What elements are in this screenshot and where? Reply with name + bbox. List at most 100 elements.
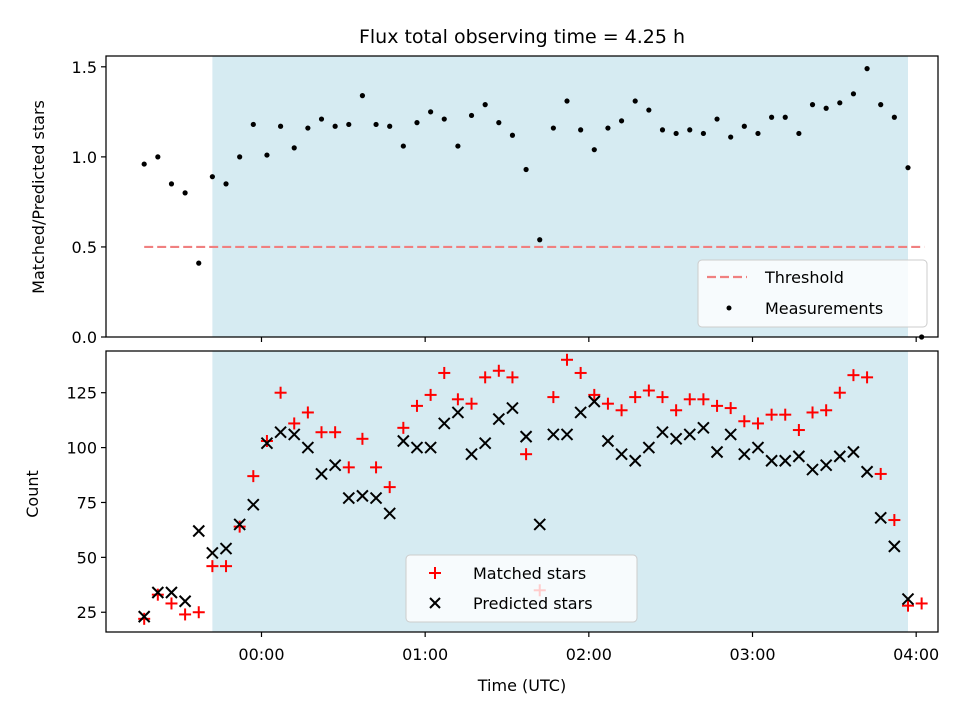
- measurement-point: [359, 93, 366, 99]
- count-x-ticks: 00:00 01:00 02:00 03:00 04:00: [238, 632, 939, 664]
- measurement-point: [823, 105, 829, 111]
- matched-star-point: [601, 397, 614, 410]
- count-y-tick-label: 100: [66, 439, 97, 458]
- matched-star-point: [738, 415, 751, 428]
- predicted-star-point: [697, 421, 710, 435]
- x-axis-label: Time (UTC): [477, 676, 566, 695]
- predicted-star-point: [547, 428, 560, 441]
- matched-star-point: [711, 399, 724, 412]
- measurement-point: [414, 120, 420, 126]
- measurement-point: [237, 154, 243, 160]
- matched-star-point: [397, 421, 410, 434]
- predicted-star-point: [847, 445, 860, 459]
- predicted-star-point: [342, 491, 355, 505]
- count-legend-box: [405, 554, 638, 623]
- count-x-tick-label: 04:00: [893, 645, 939, 664]
- predicted-star-point: [369, 491, 383, 505]
- predicted-star-point: [560, 428, 574, 441]
- count-y-tick-label: 125: [66, 384, 97, 403]
- measurement-point: [209, 174, 215, 180]
- matched-star-point: [315, 426, 328, 439]
- predicted-star-point: [874, 511, 887, 525]
- measurement-point: [482, 102, 488, 108]
- matched-star-point: [861, 371, 874, 384]
- predicted-star-point: [165, 586, 178, 599]
- measurement-point: [264, 152, 270, 158]
- matched-star-point: [138, 612, 151, 625]
- matched-star-point: [874, 467, 887, 480]
- predicted-star-point: [533, 518, 546, 531]
- count-y-tick-label: 50: [77, 548, 97, 567]
- chart-title: Flux total observing time = 4.25 h: [359, 26, 685, 48]
- predicted-star-point: [288, 428, 301, 441]
- legend-predicted-swatch: [429, 597, 441, 609]
- matched-star-point: [615, 404, 628, 417]
- measurement-point: [496, 120, 502, 126]
- matched-star-point: [233, 520, 246, 533]
- predicted-star-point: [710, 445, 724, 459]
- legend-matched-label: Matched stars: [473, 564, 586, 583]
- matched-star-point: [642, 384, 655, 397]
- measurement-point: [182, 190, 188, 196]
- measurement-point: [428, 109, 434, 115]
- predicted-star-point: [669, 432, 683, 446]
- predicted-star-point: [683, 428, 696, 441]
- matched-star-point: [329, 426, 342, 439]
- predicted-star-point: [301, 441, 315, 454]
- matched-star-point: [424, 388, 437, 401]
- predicted-star-point: [792, 450, 806, 463]
- matched-star-point: [765, 408, 778, 421]
- matched-star-point: [574, 366, 587, 379]
- matched-star-point: [288, 417, 301, 430]
- measurement-point: [373, 121, 379, 128]
- matched-star-point: [588, 388, 601, 401]
- matched-star-point: [697, 393, 710, 406]
- predicted-star-point: [588, 395, 601, 408]
- measurement-point: [850, 91, 857, 97]
- measurement-point: [455, 143, 461, 149]
- measurement-point: [141, 161, 147, 167]
- predicted-star-point: [628, 454, 642, 467]
- measurement-point: [632, 98, 638, 104]
- matched-star-point: [806, 406, 819, 419]
- ratio-y-tick-label: 0.5: [72, 238, 97, 257]
- legend-matched-swatch: [429, 567, 441, 579]
- predicted-star-point: [888, 540, 901, 553]
- measurement-point: [618, 118, 625, 124]
- matched-star-point: [847, 369, 860, 382]
- count-x-tick-label: 00:00: [238, 645, 284, 664]
- ratio-y-tick-label: 1.0: [72, 148, 97, 167]
- predicted-star-point: [397, 434, 410, 448]
- matched-star-point: [342, 461, 355, 474]
- matched-star-point: [561, 353, 574, 366]
- measurement-point: [646, 107, 652, 113]
- ratio-y-tick-label: 0.0: [72, 328, 97, 347]
- matched-star-point: [547, 391, 560, 404]
- measurement-point: [769, 114, 775, 120]
- predicted-star-point: [738, 447, 751, 461]
- measurement-point: [468, 112, 475, 119]
- predicted-star-point: [137, 610, 151, 623]
- matched-star-point: [438, 366, 451, 379]
- measurement-point: [809, 102, 816, 108]
- ratio-y-axis-label: Matched/Predicted stars: [29, 100, 48, 294]
- matched-star-point: [629, 391, 642, 404]
- predicted-star-point: [656, 426, 669, 439]
- matched-star-point: [901, 599, 914, 612]
- predicted-stars-points: [137, 395, 915, 623]
- measurement-point: [155, 154, 161, 160]
- matched-star-point: [888, 514, 901, 527]
- measurement-point: [196, 260, 202, 266]
- matched-star-point: [274, 386, 287, 399]
- measurement-point: [223, 181, 229, 187]
- predicted-star-point: [206, 546, 219, 560]
- measurement-point: [387, 123, 393, 129]
- predicted-star-point: [492, 412, 506, 426]
- matched-star-point: [370, 461, 383, 474]
- matched-star-point: [479, 371, 492, 384]
- matched-star-point: [520, 448, 533, 461]
- predicted-star-point: [438, 417, 451, 430]
- predicted-star-point: [247, 498, 260, 511]
- predicted-star-point: [356, 489, 369, 503]
